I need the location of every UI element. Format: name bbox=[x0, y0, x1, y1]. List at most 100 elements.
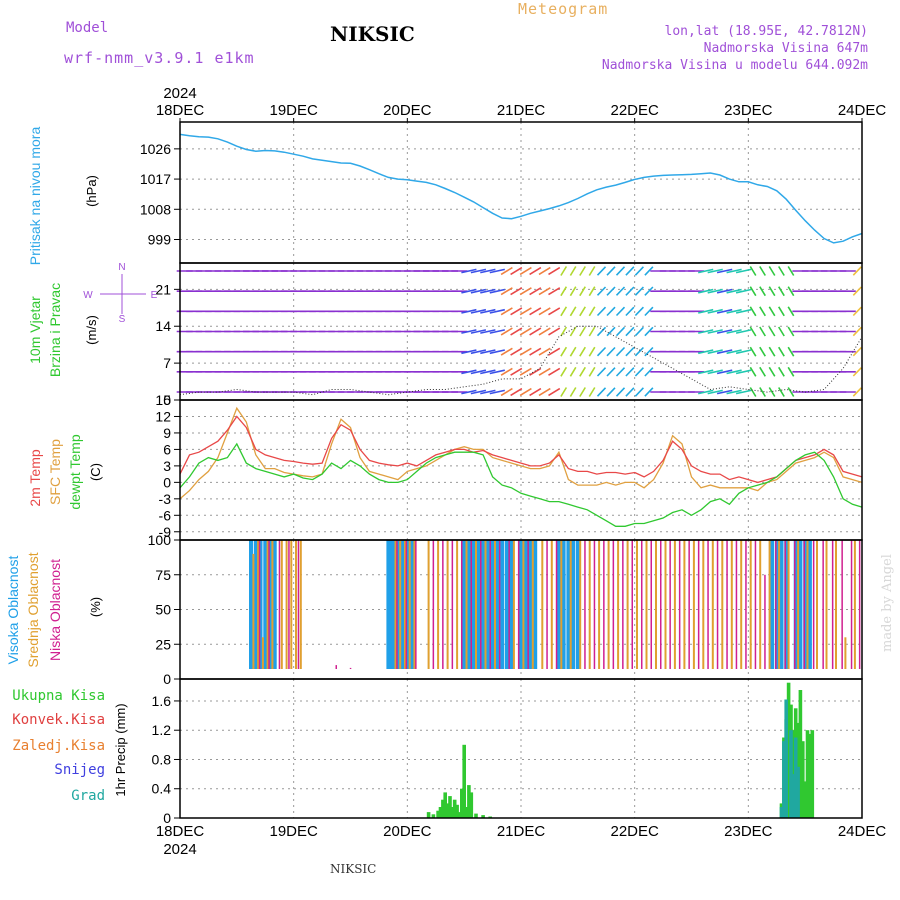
wind-arrow bbox=[606, 286, 616, 296]
wind-arrow bbox=[749, 286, 757, 297]
wind-arrow bbox=[726, 288, 742, 294]
wind-arrow bbox=[787, 266, 795, 276]
cloud-high-bar bbox=[528, 540, 533, 669]
cloud-mid-bar bbox=[588, 540, 591, 669]
wind-arrow bbox=[778, 266, 785, 276]
wind-arrow bbox=[489, 268, 505, 274]
x-tick-label-top: 20DEC bbox=[383, 102, 432, 119]
wind-arrow bbox=[768, 326, 776, 337]
wind-arrow bbox=[500, 347, 513, 356]
wind-arrow bbox=[470, 369, 487, 375]
wind-arrow bbox=[569, 387, 577, 397]
cloud-mid-bar bbox=[730, 540, 733, 669]
y-tick-label: 7 bbox=[163, 355, 171, 371]
cloud-mid-bar bbox=[844, 637, 847, 669]
wind-arrow bbox=[538, 266, 551, 276]
compass-e: E bbox=[151, 290, 158, 301]
wind-arrow bbox=[735, 268, 752, 274]
wind-arrow bbox=[579, 387, 586, 397]
precip-graupel-bar bbox=[784, 699, 788, 818]
wind-arrow bbox=[778, 387, 785, 397]
cloud-mid-bar bbox=[522, 540, 525, 669]
wind-speed-line bbox=[179, 325, 863, 396]
cloud-low-bar bbox=[841, 540, 843, 669]
wind-barbs bbox=[176, 266, 862, 397]
cloud-mid-bar bbox=[427, 540, 430, 669]
wind-arrow bbox=[579, 306, 586, 317]
wind-arrow bbox=[716, 369, 733, 375]
x-tick-label-bottom: 20DEC bbox=[383, 823, 432, 840]
wind-arrow bbox=[716, 268, 733, 274]
wind-arrow bbox=[596, 306, 607, 317]
cloud-mid-bar bbox=[271, 540, 274, 669]
y-tick-label: 999 bbox=[148, 232, 172, 248]
wind-arrow bbox=[707, 389, 723, 395]
wind-arrow bbox=[768, 266, 776, 276]
wind-arrow bbox=[579, 286, 586, 297]
model-altitude-text: Nadmorska Visina u modelu 644.092m bbox=[601, 58, 868, 73]
cloud-mid-bar bbox=[806, 540, 809, 669]
wind-arrow bbox=[749, 346, 757, 357]
cloud-low-bar bbox=[405, 540, 408, 669]
cloud-low-bar bbox=[489, 540, 491, 669]
cloud-low-bar bbox=[794, 540, 796, 669]
cloud-low-bar bbox=[754, 540, 757, 669]
temp-2m-line bbox=[179, 415, 863, 484]
wind-arrow bbox=[707, 288, 723, 294]
cloud-low-bar bbox=[593, 540, 596, 669]
cloud-high-bar bbox=[490, 540, 495, 669]
wind-arrow bbox=[529, 287, 542, 296]
precip-total-bar bbox=[436, 810, 440, 818]
cloud-mid-bar bbox=[299, 540, 302, 669]
wind-arrow bbox=[787, 366, 795, 377]
precip-total-bar bbox=[798, 690, 803, 818]
cloud-high-bar bbox=[798, 540, 803, 669]
compass-n: N bbox=[118, 262, 125, 273]
wind-arrow bbox=[606, 367, 616, 377]
y-tick-label: -6 bbox=[159, 507, 172, 523]
cloud-mid-bar bbox=[290, 540, 293, 669]
panel-pressure: 999 1008 1017 1026 bbox=[140, 122, 862, 263]
wind-arrow bbox=[787, 326, 795, 337]
cloud-low-bar bbox=[258, 540, 261, 669]
cloud-mid-bar bbox=[636, 540, 638, 669]
cloud-low-bar bbox=[831, 540, 834, 669]
y-tick-label: 6 bbox=[163, 441, 171, 457]
cloud-mid-bar bbox=[778, 540, 781, 669]
wind-arrow bbox=[768, 366, 776, 377]
cloud-mid-bar bbox=[853, 540, 856, 669]
wind-arrow bbox=[480, 349, 496, 355]
cloud-low-bar bbox=[335, 665, 337, 669]
cloud-high-bar bbox=[462, 540, 467, 669]
wind-arrow bbox=[519, 347, 532, 356]
wind-arrow bbox=[749, 387, 757, 397]
x-year-bottom: 2024 bbox=[163, 841, 196, 858]
wind-arrow bbox=[480, 268, 496, 274]
cloud-high-bar bbox=[410, 540, 415, 669]
wind-arrow bbox=[707, 308, 723, 314]
wind-arrow bbox=[759, 346, 766, 357]
cloud-low-bar bbox=[268, 540, 270, 669]
cloud-high-bar bbox=[523, 540, 528, 669]
precip-graupel-bar bbox=[779, 807, 784, 818]
cloud-low-bar bbox=[641, 540, 643, 669]
cloud-high-bar bbox=[249, 540, 253, 669]
precip-total-bar bbox=[469, 792, 474, 818]
cloud-mid-bar bbox=[598, 540, 601, 669]
wind-arrow bbox=[461, 288, 477, 294]
y-tick-label: 1.2 bbox=[152, 722, 172, 738]
wind-arrow bbox=[519, 367, 532, 376]
cloud-mid-bar bbox=[261, 637, 264, 669]
wind-arrow bbox=[615, 266, 626, 276]
wind-arrow bbox=[726, 389, 742, 395]
wind-arrow bbox=[634, 326, 644, 337]
y-tick-label: 0 bbox=[163, 392, 171, 408]
cloud-high-bar bbox=[485, 540, 490, 669]
cloud-low-bar bbox=[688, 540, 690, 669]
cloud-mid-bar bbox=[692, 540, 695, 669]
cloud-mid-bar bbox=[835, 540, 837, 669]
wind-arrow bbox=[461, 389, 477, 395]
wind-arrow bbox=[726, 369, 742, 375]
